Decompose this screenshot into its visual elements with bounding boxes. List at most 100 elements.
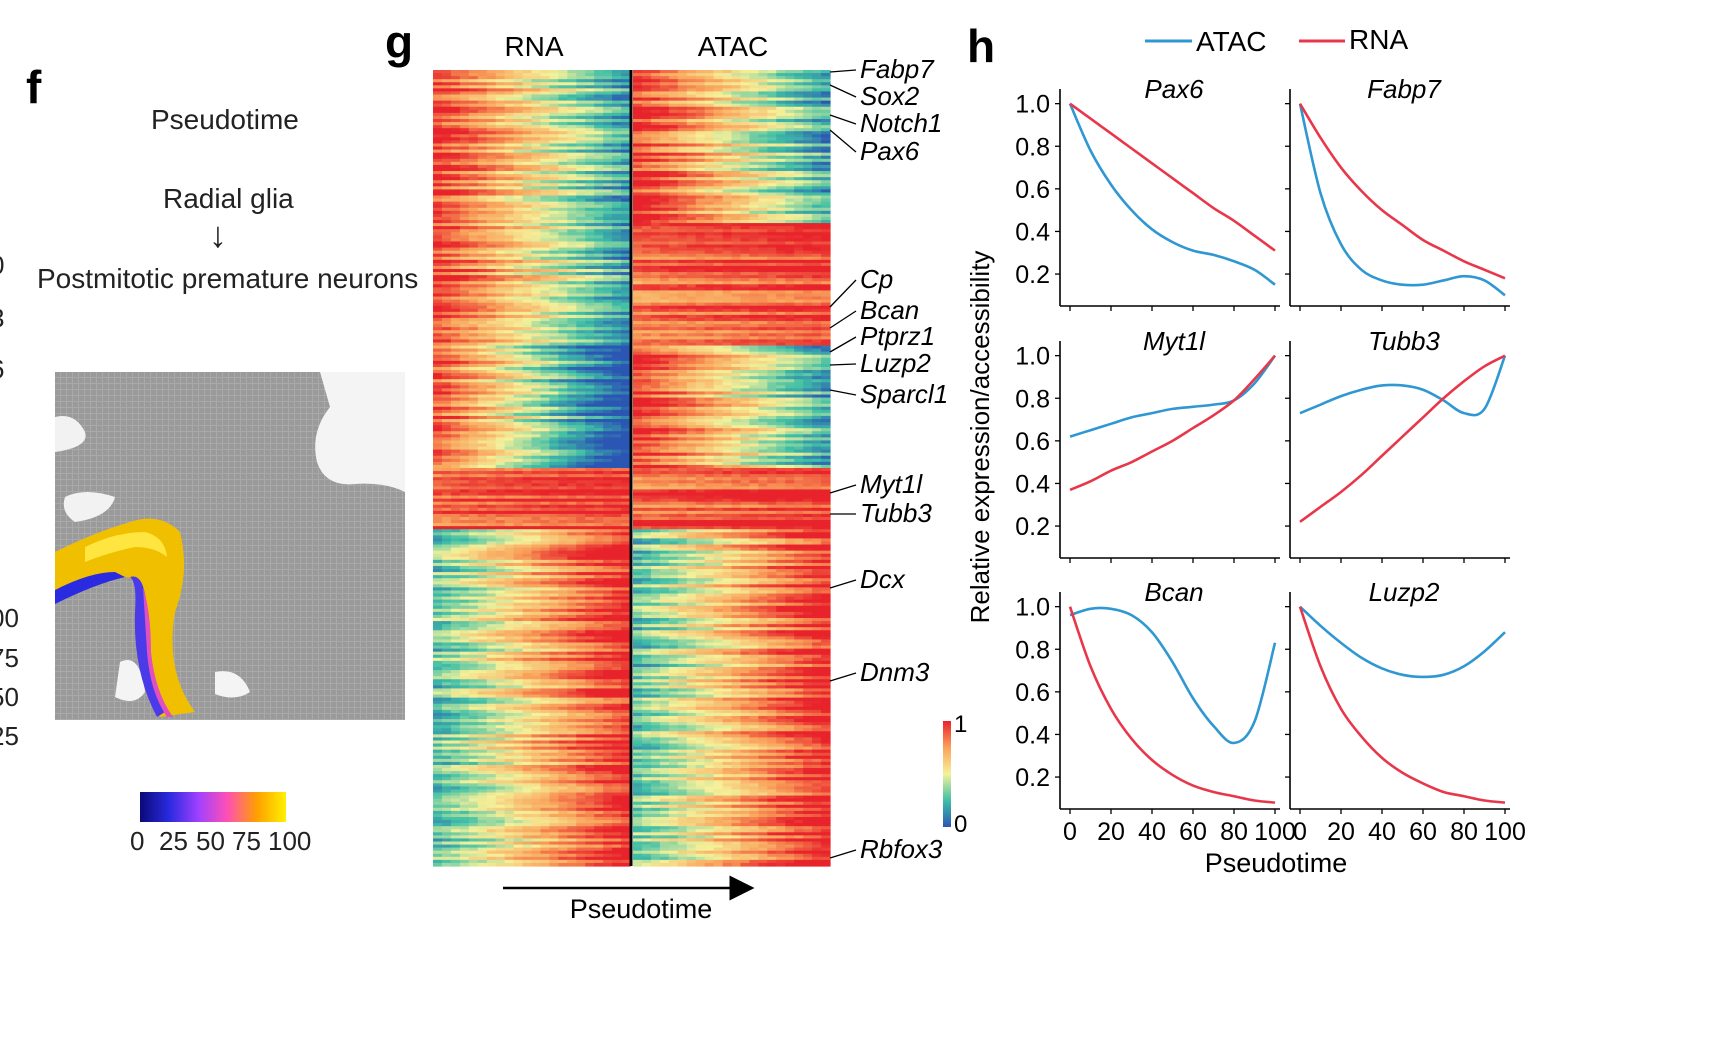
- heatmap-cell: [495, 220, 506, 224]
- heatmap-cell: [695, 100, 706, 105]
- heatmap-cell: [594, 189, 604, 194]
- heatmap-cell: [803, 128, 813, 132]
- heatmap-cell: [558, 70, 568, 74]
- heatmap-cell: [603, 213, 613, 218]
- heatmap-cell: [549, 88, 559, 93]
- heatmap-cell: [612, 232, 622, 236]
- heatmap-cell: [540, 192, 550, 197]
- heatmap-cell: [686, 85, 697, 89]
- heatmap-cell: [468, 186, 479, 190]
- heatmap-cell: [659, 207, 670, 212]
- heatmap-cell: [441, 106, 452, 111]
- heatmap-cell: [531, 213, 542, 218]
- heatmap-cell: [767, 164, 777, 169]
- heatmap-cell: [477, 195, 488, 200]
- heatmap-cell: [740, 226, 750, 230]
- heatmap-cell: [659, 73, 670, 77]
- heatmap-cell: [659, 213, 670, 218]
- heatmap-cell: [704, 103, 715, 108]
- heatmap-cell: [486, 88, 497, 93]
- heatmap-cell: [821, 125, 831, 129]
- heatmap-cell: [812, 241, 822, 246]
- heatmap-cell: [585, 97, 595, 102]
- heatmap-cell: [477, 146, 488, 151]
- heatmap-cell: [594, 226, 604, 230]
- heatmap-cell: [468, 232, 479, 236]
- heatmap-cell: [641, 241, 652, 246]
- heatmap-cell: [441, 171, 452, 175]
- heatmap-cell: [677, 146, 688, 151]
- heatmap-cell: [740, 73, 750, 77]
- heatmap-cell: [540, 171, 550, 175]
- heatmap-cell: [659, 106, 670, 111]
- heatmap-cell: [821, 106, 831, 111]
- heatmap-cell: [776, 152, 786, 157]
- heatmap-cell: [603, 180, 613, 184]
- heatmap-cell: [621, 167, 631, 172]
- heatmap-cell: [740, 158, 750, 163]
- heatmap-cell: [612, 82, 622, 86]
- heatmap-cell: [433, 171, 443, 175]
- heatmap-cell: [785, 207, 795, 212]
- heatmap-cell: [650, 198, 661, 203]
- heatmap-cell: [722, 183, 733, 187]
- heatmap-cell: [767, 210, 777, 215]
- heatmap-cell: [668, 161, 679, 166]
- heatmap-cell: [558, 85, 568, 89]
- heatmap-cell: [504, 125, 515, 129]
- heatmap-cell: [540, 106, 550, 111]
- heatmap-cell: [540, 198, 550, 203]
- heatmap-cell: [731, 204, 742, 209]
- heatmap-cell: [740, 91, 750, 96]
- heatmap-cell: [722, 189, 733, 194]
- heatmap-cell: [704, 137, 715, 142]
- heatmap-cell: [522, 241, 533, 246]
- heatmap-cell: [531, 223, 542, 227]
- heatmap-cell: [633, 103, 643, 108]
- heatmap-cell: [722, 155, 733, 160]
- heatmap-cell: [621, 134, 631, 138]
- heatmap-cell: [668, 213, 679, 218]
- heatmap-cell: [603, 186, 613, 190]
- heatmap-cell: [486, 213, 497, 218]
- heatmap-cell: [621, 195, 631, 200]
- heatmap-cell: [486, 164, 497, 169]
- heatmap-cell: [441, 128, 452, 132]
- heatmap-cell: [776, 140, 786, 145]
- heatmap-cell: [794, 220, 804, 224]
- heatmap-cell: [749, 106, 759, 111]
- heatmap-cell: [433, 149, 443, 154]
- heatmap-cell: [633, 82, 643, 86]
- heatmap-cell: [576, 183, 586, 187]
- heatmap-cell: [585, 140, 595, 145]
- heatmap-cell: [576, 174, 586, 178]
- heatmap-cell: [540, 109, 550, 114]
- heatmap-cell: [659, 137, 670, 142]
- heatmap-cell: [812, 79, 822, 83]
- heatmap-cell: [531, 155, 542, 160]
- heatmap-cell: [633, 122, 643, 126]
- heatmap-cell: [740, 100, 750, 105]
- heatmap-cell: [776, 137, 786, 142]
- heatmap-cell: [477, 192, 488, 197]
- heatmap-cell: [668, 109, 679, 114]
- heatmap-cell: [441, 177, 452, 181]
- heatmap-cell: [433, 76, 443, 80]
- heatmap-cell: [549, 204, 559, 209]
- heatmap-cell: [821, 97, 831, 102]
- heatmap-cell: [794, 109, 804, 114]
- heatmap-cell: [821, 100, 831, 105]
- heatmap-cell: [486, 195, 497, 200]
- heatmap-cell: [504, 103, 515, 108]
- heatmap-cell: [776, 106, 786, 111]
- heatmap-cell: [603, 171, 613, 175]
- heatmap-cell: [450, 244, 461, 249]
- heatmap-cell: [722, 103, 733, 108]
- heatmap-cell: [468, 235, 479, 239]
- heatmap-cell: [686, 106, 697, 111]
- heatmap-cell: [659, 174, 670, 178]
- heatmap-cell: [677, 177, 688, 181]
- heatmap-cell: [433, 122, 443, 126]
- heatmap-cell: [633, 143, 643, 148]
- heatmap-cell: [785, 201, 795, 206]
